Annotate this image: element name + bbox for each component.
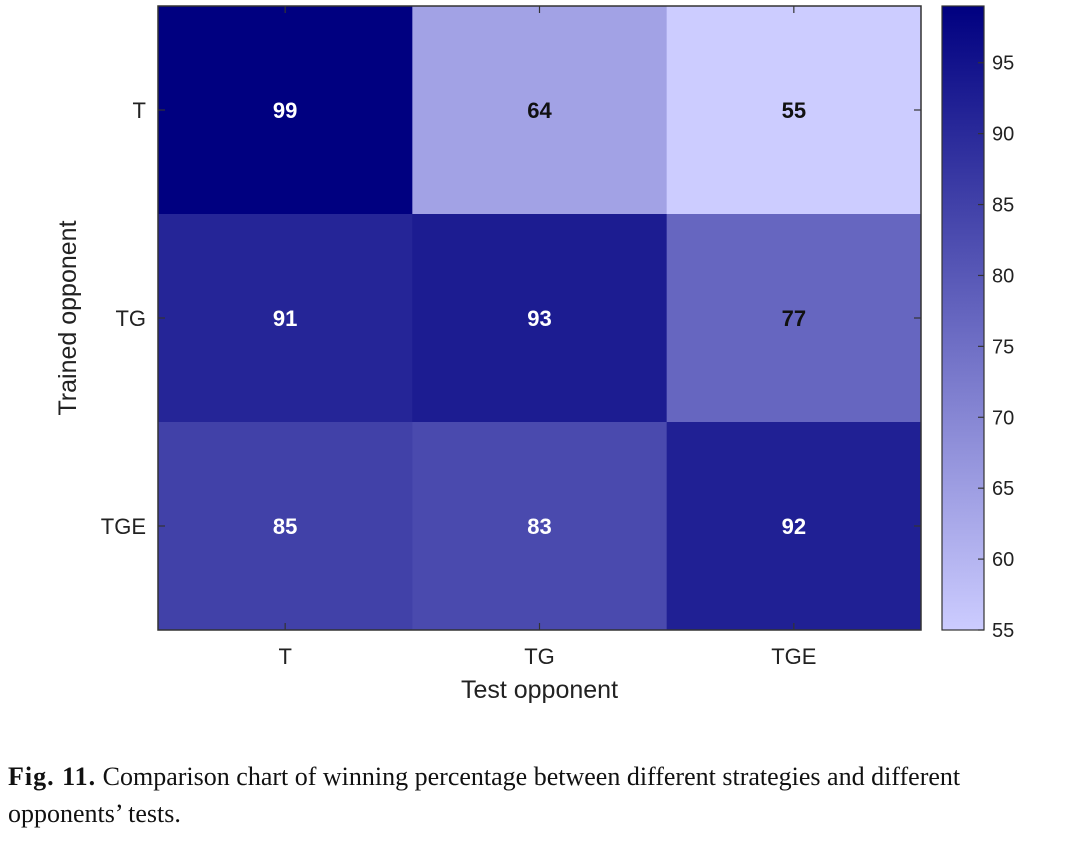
colorbar-tick-label: 85: [992, 195, 1014, 217]
heatmap-chart: 99 64 55 91 93 77 85 83 92 T TG TGE T TG TGE Test op…: [54, 5, 1014, 704]
colorbar-tick-label: 90: [992, 124, 1014, 146]
cell-value-label: 77: [782, 306, 806, 331]
colorbar-tick-label: 70: [992, 407, 1014, 429]
x-tick-label: TG: [524, 644, 555, 669]
colorbar-ticks: 55 60 65 70 75 80 85 90 95: [978, 53, 1014, 642]
heatmap-cell: [666, 6, 922, 215]
cell-value-label: 64: [527, 98, 552, 123]
colorbar-tick-label: 95: [992, 53, 1014, 75]
colorbar-tick-label: 80: [992, 265, 1014, 287]
heatmap-cell: [158, 422, 413, 631]
y-tick-label: TGE: [101, 514, 146, 539]
heatmap-cell: [158, 6, 413, 215]
colorbar-tick-label: 60: [992, 549, 1014, 571]
heatmap-cells: [158, 6, 922, 631]
colorbar-tick-label: 55: [992, 620, 1014, 642]
heatmap-cell: [158, 214, 413, 423]
y-axis-ticks: T TG TGE: [101, 98, 921, 539]
y-axis-title: Trained opponent: [54, 220, 82, 415]
x-axis-ticks: T TG TGE: [278, 6, 816, 669]
heatmap-cell: [412, 214, 668, 423]
figure-caption-text: Comparison chart of winning percentage b…: [8, 762, 961, 828]
figure-caption: Fig. 11. Comparison chart of winning per…: [8, 758, 1068, 832]
figure-label: Fig. 11.: [8, 762, 97, 791]
y-tick-label: TG: [115, 306, 146, 331]
cell-value-label: 93: [527, 306, 551, 331]
heatmap-cell: [666, 214, 922, 423]
x-tick-label: TGE: [771, 644, 816, 669]
cell-value-label: 99: [273, 98, 297, 123]
y-tick-label: T: [133, 98, 146, 123]
cell-value-label: 92: [782, 514, 806, 539]
cell-value-label: 85: [273, 514, 297, 539]
colorbar-tick-label: 65: [992, 478, 1014, 500]
x-tick-label: T: [278, 644, 291, 669]
heatmap-cell: [666, 422, 922, 631]
x-axis-title: Test opponent: [461, 676, 618, 704]
cell-value-labels: 99 64 55 91 93 77 85 83 92: [273, 98, 806, 539]
colorbar-tick-label: 75: [992, 336, 1014, 358]
colorbar: [941, 5, 985, 631]
cell-value-label: 83: [527, 514, 551, 539]
heatmap-cell: [412, 422, 668, 631]
cell-value-label: 91: [273, 306, 297, 331]
heatmap-cell: [412, 6, 668, 215]
cell-value-label: 55: [782, 98, 806, 123]
